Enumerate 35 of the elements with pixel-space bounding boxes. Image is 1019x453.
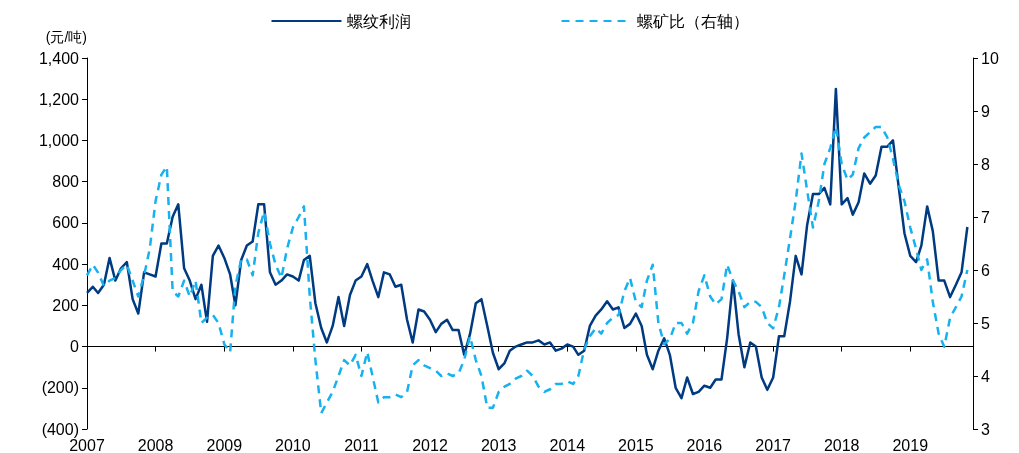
line-series: [85, 87, 969, 400]
x-tick-label: 2016: [686, 436, 723, 453]
y2-tick-label: 8: [981, 155, 990, 173]
y-tick-label: 800: [52, 173, 80, 191]
x-tick-label: 2018: [823, 436, 860, 453]
y2-tick-label: 6: [981, 261, 990, 279]
x-tick-label: 2010: [275, 436, 311, 453]
y2-tick-label: 5: [981, 314, 990, 332]
legend-label: 螺矿比（右轴）: [636, 12, 749, 30]
y2-tick-label: 7: [981, 208, 990, 226]
x-tick-label: 2012: [412, 436, 448, 453]
y-tick-label: 200: [52, 296, 80, 314]
x-tick-label: 2019: [892, 436, 929, 453]
x-tick-label: 2014: [549, 436, 586, 453]
y-tick-label: 400: [52, 255, 80, 273]
x-tick-label: 2017: [755, 436, 792, 453]
x-tick-label: 2013: [480, 436, 517, 453]
y-tick-label: 1,000: [38, 131, 80, 149]
y-axis-title: (元/吨): [45, 29, 87, 45]
x-tick-label: 2009: [206, 436, 243, 453]
y-tick-label: 600: [52, 214, 80, 232]
y2-tick-label: 4: [981, 367, 990, 385]
y-tick-label: 1,400: [38, 49, 80, 67]
x-tick-label: 2008: [137, 436, 174, 453]
y-tick-label: 1,200: [38, 90, 80, 108]
line-series: [85, 125, 969, 415]
y2-tick-label: 10: [981, 49, 999, 67]
y-tick-label: (400): [41, 420, 79, 438]
x-tick-label: 2015: [618, 436, 654, 453]
y2-tick-label: 9: [981, 102, 990, 120]
legend-label: 螺纹利润: [346, 12, 411, 30]
y2-tick-label: 3: [981, 420, 990, 438]
x-tick-label: 2011: [344, 436, 379, 453]
y-tick-label: (200): [41, 379, 79, 397]
y-tick-label: 0: [70, 338, 80, 356]
